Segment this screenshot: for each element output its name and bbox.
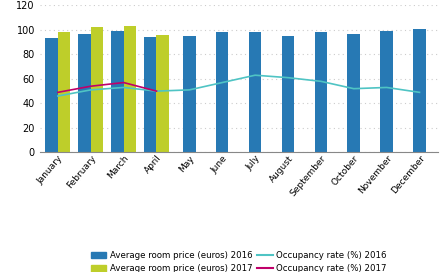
Bar [91,27,103,152]
Legend: Average room price (euros) 2016, Average room price (euros) 2017, Occupancy rate: Average room price (euros) 2016, Average… [87,248,390,272]
Bar [413,29,426,152]
Bar [46,38,58,152]
Bar [78,33,91,152]
Bar [58,32,70,152]
Bar [249,32,261,152]
Bar [282,36,294,152]
Bar [124,26,136,152]
Bar [381,31,393,152]
Bar [347,33,360,152]
Bar [111,31,124,152]
Bar [144,37,156,152]
Bar [216,32,229,152]
Bar [156,35,169,152]
Bar [315,32,327,152]
Bar [183,36,196,152]
